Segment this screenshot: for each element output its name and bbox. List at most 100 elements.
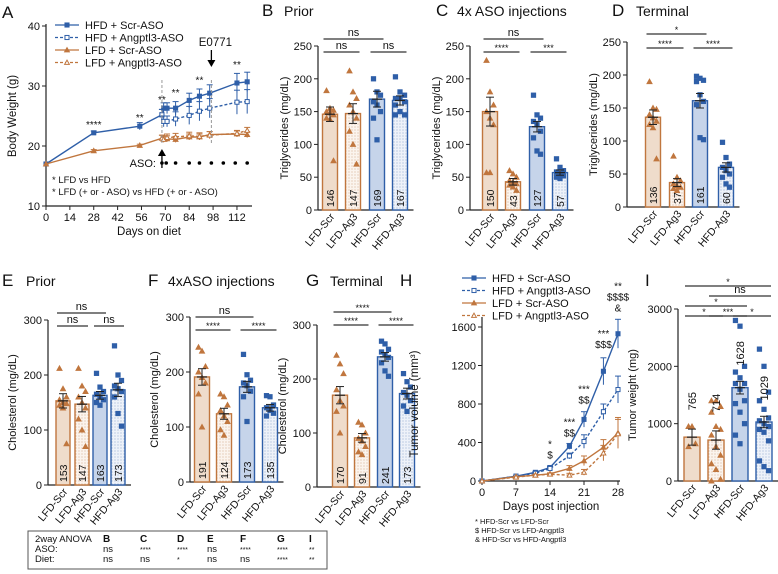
y-axis-label: Tumor volume (mm³) <box>409 350 421 457</box>
square-marker <box>761 363 767 369</box>
bar-value-label: 169 <box>372 189 384 207</box>
square-marker <box>97 384 103 390</box>
square-marker <box>64 22 70 28</box>
x-tick-label: 42 <box>111 212 123 224</box>
square-marker <box>400 389 407 396</box>
triangle-marker <box>649 124 657 131</box>
square-marker <box>723 181 729 187</box>
square-marker <box>115 372 121 378</box>
square-marker <box>534 148 540 154</box>
table-header-cell: I <box>309 534 312 545</box>
triangle-marker <box>483 56 490 63</box>
square-marker <box>732 369 739 375</box>
panel-letter: H <box>400 271 412 290</box>
square-marker <box>100 397 107 403</box>
triangle-marker <box>63 393 70 400</box>
significance-label: ns <box>383 40 395 52</box>
y-tick-label: 0 <box>36 480 42 492</box>
bar-value-label: 147 <box>348 189 360 207</box>
square-marker <box>234 80 240 86</box>
square-marker <box>377 108 384 115</box>
triangle-marker <box>330 157 337 164</box>
significance-label: * <box>726 277 730 287</box>
triangle-marker <box>509 170 517 177</box>
square-marker <box>719 139 726 145</box>
square-marker <box>244 79 250 85</box>
triangle-marker <box>56 364 63 371</box>
square-marker <box>392 74 399 80</box>
bar-value-label: 1029 <box>759 376 771 400</box>
table-cell: ns <box>240 554 250 565</box>
bar-value-label: 173 <box>242 461 254 479</box>
series-line <box>481 433 619 482</box>
y-tick-label: 1600 <box>452 322 476 334</box>
triangle-marker <box>708 397 715 404</box>
square-marker <box>173 105 179 111</box>
panel-letter: A <box>2 3 14 22</box>
table-header-cell: C <box>140 534 147 545</box>
significance-label: **** <box>251 321 266 331</box>
square-marker <box>765 438 772 444</box>
square-marker <box>700 77 707 83</box>
triangle-marker <box>670 152 677 159</box>
square-marker <box>400 370 407 377</box>
table-cell: ** <box>309 557 315 564</box>
square-marker <box>557 175 563 182</box>
panel-letter: G <box>306 271 319 290</box>
table-cell: **** <box>277 547 288 554</box>
triangle-marker <box>362 442 369 449</box>
square-marker <box>737 441 743 447</box>
x-tick-label: 14 <box>64 212 76 224</box>
square-marker <box>719 174 726 180</box>
triangle-marker <box>353 94 360 101</box>
y-axis-label: Triglycerides (mg/dL) <box>588 73 600 176</box>
bar-value-label: 91 <box>357 472 369 484</box>
y-tick-label: 250 <box>603 37 621 49</box>
square-marker <box>407 384 414 390</box>
bar-value-label: 153 <box>58 464 70 482</box>
triangle-marker <box>362 429 369 436</box>
y-tick-label: 3000 <box>648 304 672 316</box>
square-marker <box>401 92 408 98</box>
significance-label: * <box>548 440 552 451</box>
legend-entry: HFD + Angptl3-ASO <box>492 286 591 298</box>
square-marker <box>196 108 202 114</box>
triangle-marker <box>243 126 251 133</box>
square-marker <box>566 453 572 459</box>
triangle-marker <box>353 160 360 167</box>
x-tick-label: 70 <box>159 212 171 224</box>
significance-label: * <box>702 307 706 317</box>
square-marker <box>240 394 247 400</box>
square-marker <box>378 349 385 355</box>
triangle-marker <box>172 133 179 140</box>
y-tick-label: 100 <box>166 422 184 434</box>
square-marker <box>741 398 748 404</box>
y-tick-label: 0 <box>306 205 312 217</box>
y-tick-label: 0 <box>305 482 311 494</box>
series-line <box>161 129 248 141</box>
square-marker <box>732 380 739 387</box>
panel-B: B Prior Triglycerides (mg/dL) 0 50 100 150 200 2… <box>262 1 414 252</box>
triangle-marker <box>712 466 720 473</box>
square-marker <box>566 443 572 449</box>
triangle-marker <box>78 382 86 389</box>
y-axis-label: Triglycerides (mg/dL) <box>431 77 443 180</box>
square-marker <box>118 377 125 384</box>
triangle-marker <box>63 46 71 53</box>
panel-A: A 10 20 30 40 0 14 28 42 56 70 84 98 112 Days on diet B… <box>2 3 252 238</box>
triangle-marker <box>323 87 330 94</box>
triangle-marker <box>708 460 715 467</box>
triangle-marker <box>708 431 715 438</box>
square-marker <box>732 317 739 324</box>
significance-label: ** <box>172 88 180 99</box>
triangle-marker <box>233 129 241 136</box>
square-marker <box>370 76 377 82</box>
y-tick-label: 200 <box>603 70 621 82</box>
triangle-marker <box>532 471 539 478</box>
triangle-marker <box>217 390 224 397</box>
triangle-marker <box>346 67 353 74</box>
square-marker <box>270 410 277 416</box>
significance-label: * <box>714 297 718 307</box>
triangle-marker <box>82 404 89 411</box>
